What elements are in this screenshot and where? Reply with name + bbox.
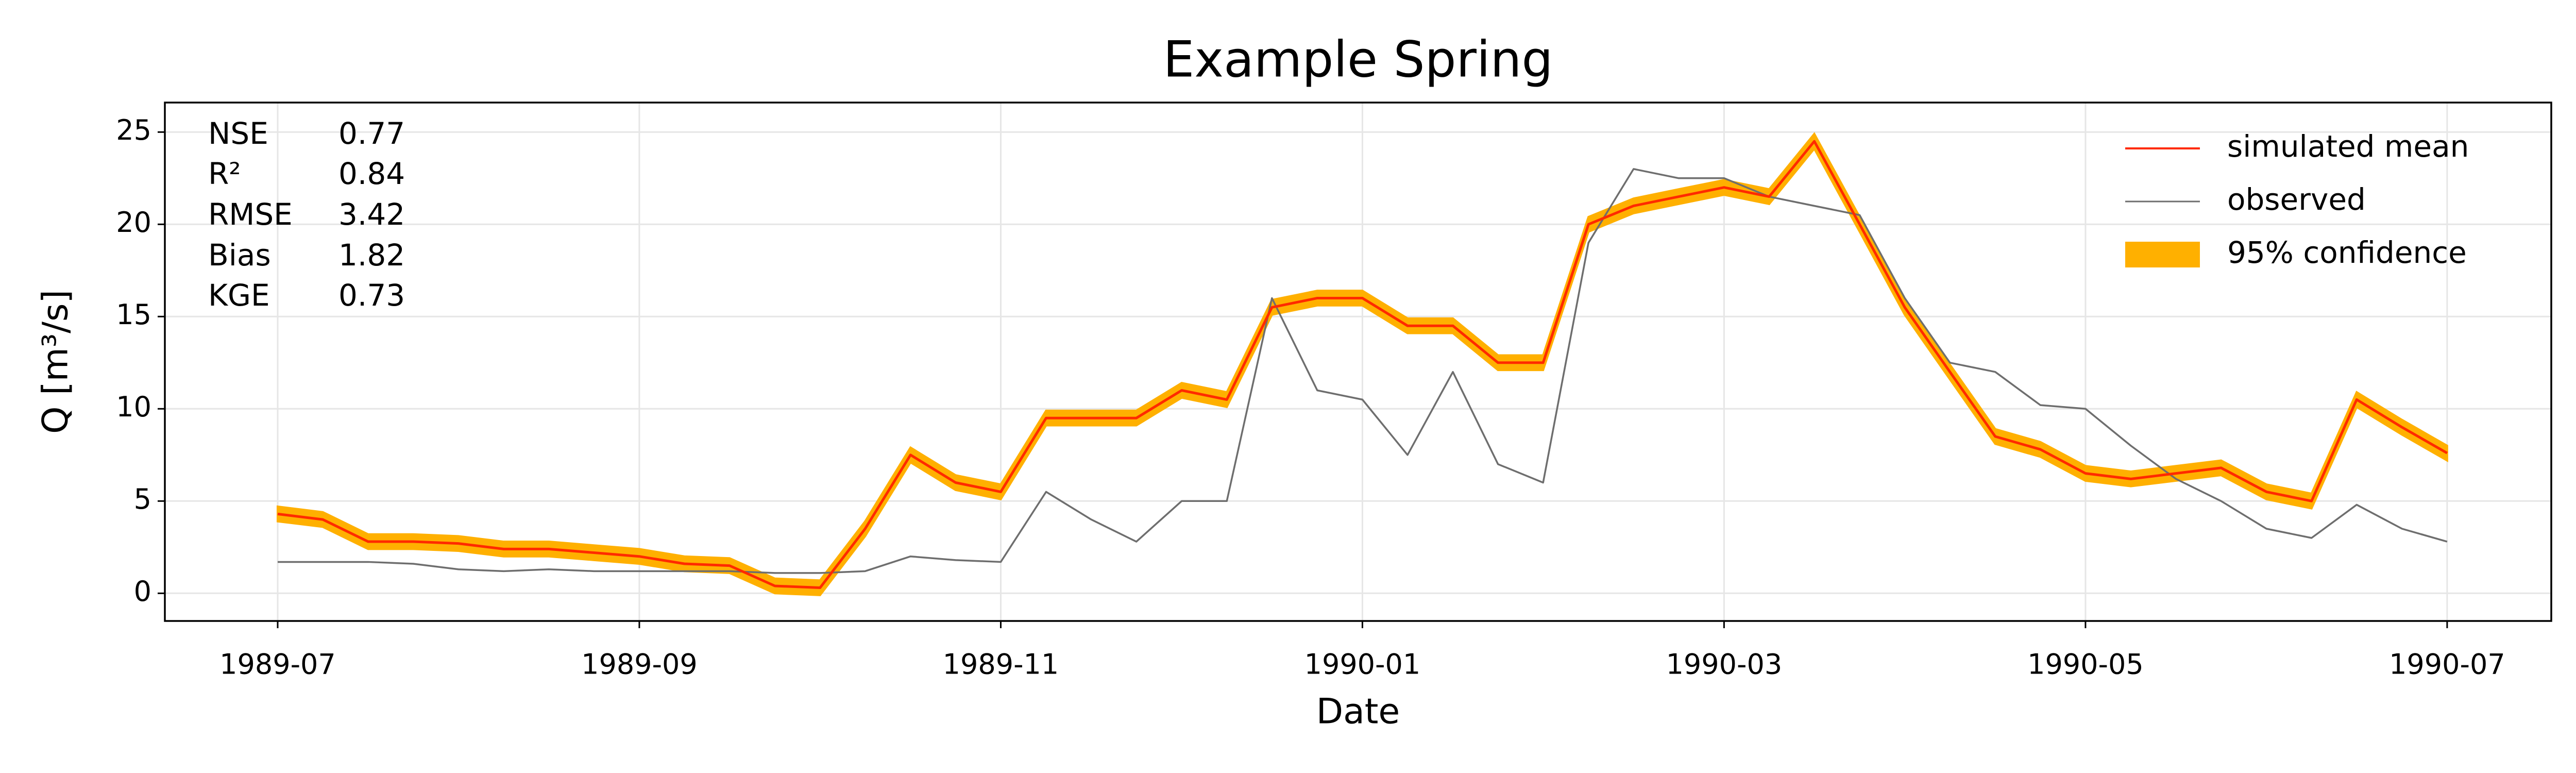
y-tick-label: 20	[116, 206, 151, 239]
chart-title: Example Spring	[1163, 30, 1553, 88]
x-tick-label: 1990-05	[2027, 648, 2144, 681]
stat-value: 0.77	[338, 116, 405, 151]
stat-name: RMSE	[208, 197, 293, 232]
stat-name: NSE	[208, 116, 268, 151]
series-line	[277, 168, 2448, 574]
legend-label: 95% confidence	[2227, 235, 2467, 270]
plot-frame	[164, 102, 2552, 622]
y-tick-label: 25	[116, 114, 151, 146]
x-tick-label: 1990-01	[1304, 648, 1421, 681]
x-tick-label: 1989-09	[581, 648, 698, 681]
stat-name: Bias	[208, 238, 271, 273]
stat-value: 3.42	[338, 197, 405, 232]
y-tick-label: 15	[116, 298, 151, 331]
x-tick-label: 1989-07	[219, 648, 336, 681]
legend-swatch	[2125, 242, 2200, 267]
stat-name: R²	[208, 156, 241, 191]
y-tick-label: 5	[134, 483, 151, 515]
stat-value: 0.73	[338, 278, 405, 313]
legend-label: simulated mean	[2227, 129, 2469, 164]
stat-value: 1.82	[338, 238, 405, 273]
x-tick-label: 1989-11	[943, 648, 1059, 681]
y-tick-label: 0	[134, 575, 151, 608]
x-tick-label: 1990-03	[1666, 648, 1783, 681]
legend-label: observed	[2227, 182, 2366, 217]
stat-value: 0.84	[338, 156, 405, 191]
x-axis-label: Date	[1316, 692, 1400, 732]
x-tick-label: 1990-07	[2389, 648, 2505, 681]
y-axis-label: Q [m³/s]	[36, 290, 76, 434]
series-line	[277, 140, 2448, 590]
stat-name: KGE	[208, 278, 270, 313]
y-tick-label: 10	[116, 391, 151, 423]
